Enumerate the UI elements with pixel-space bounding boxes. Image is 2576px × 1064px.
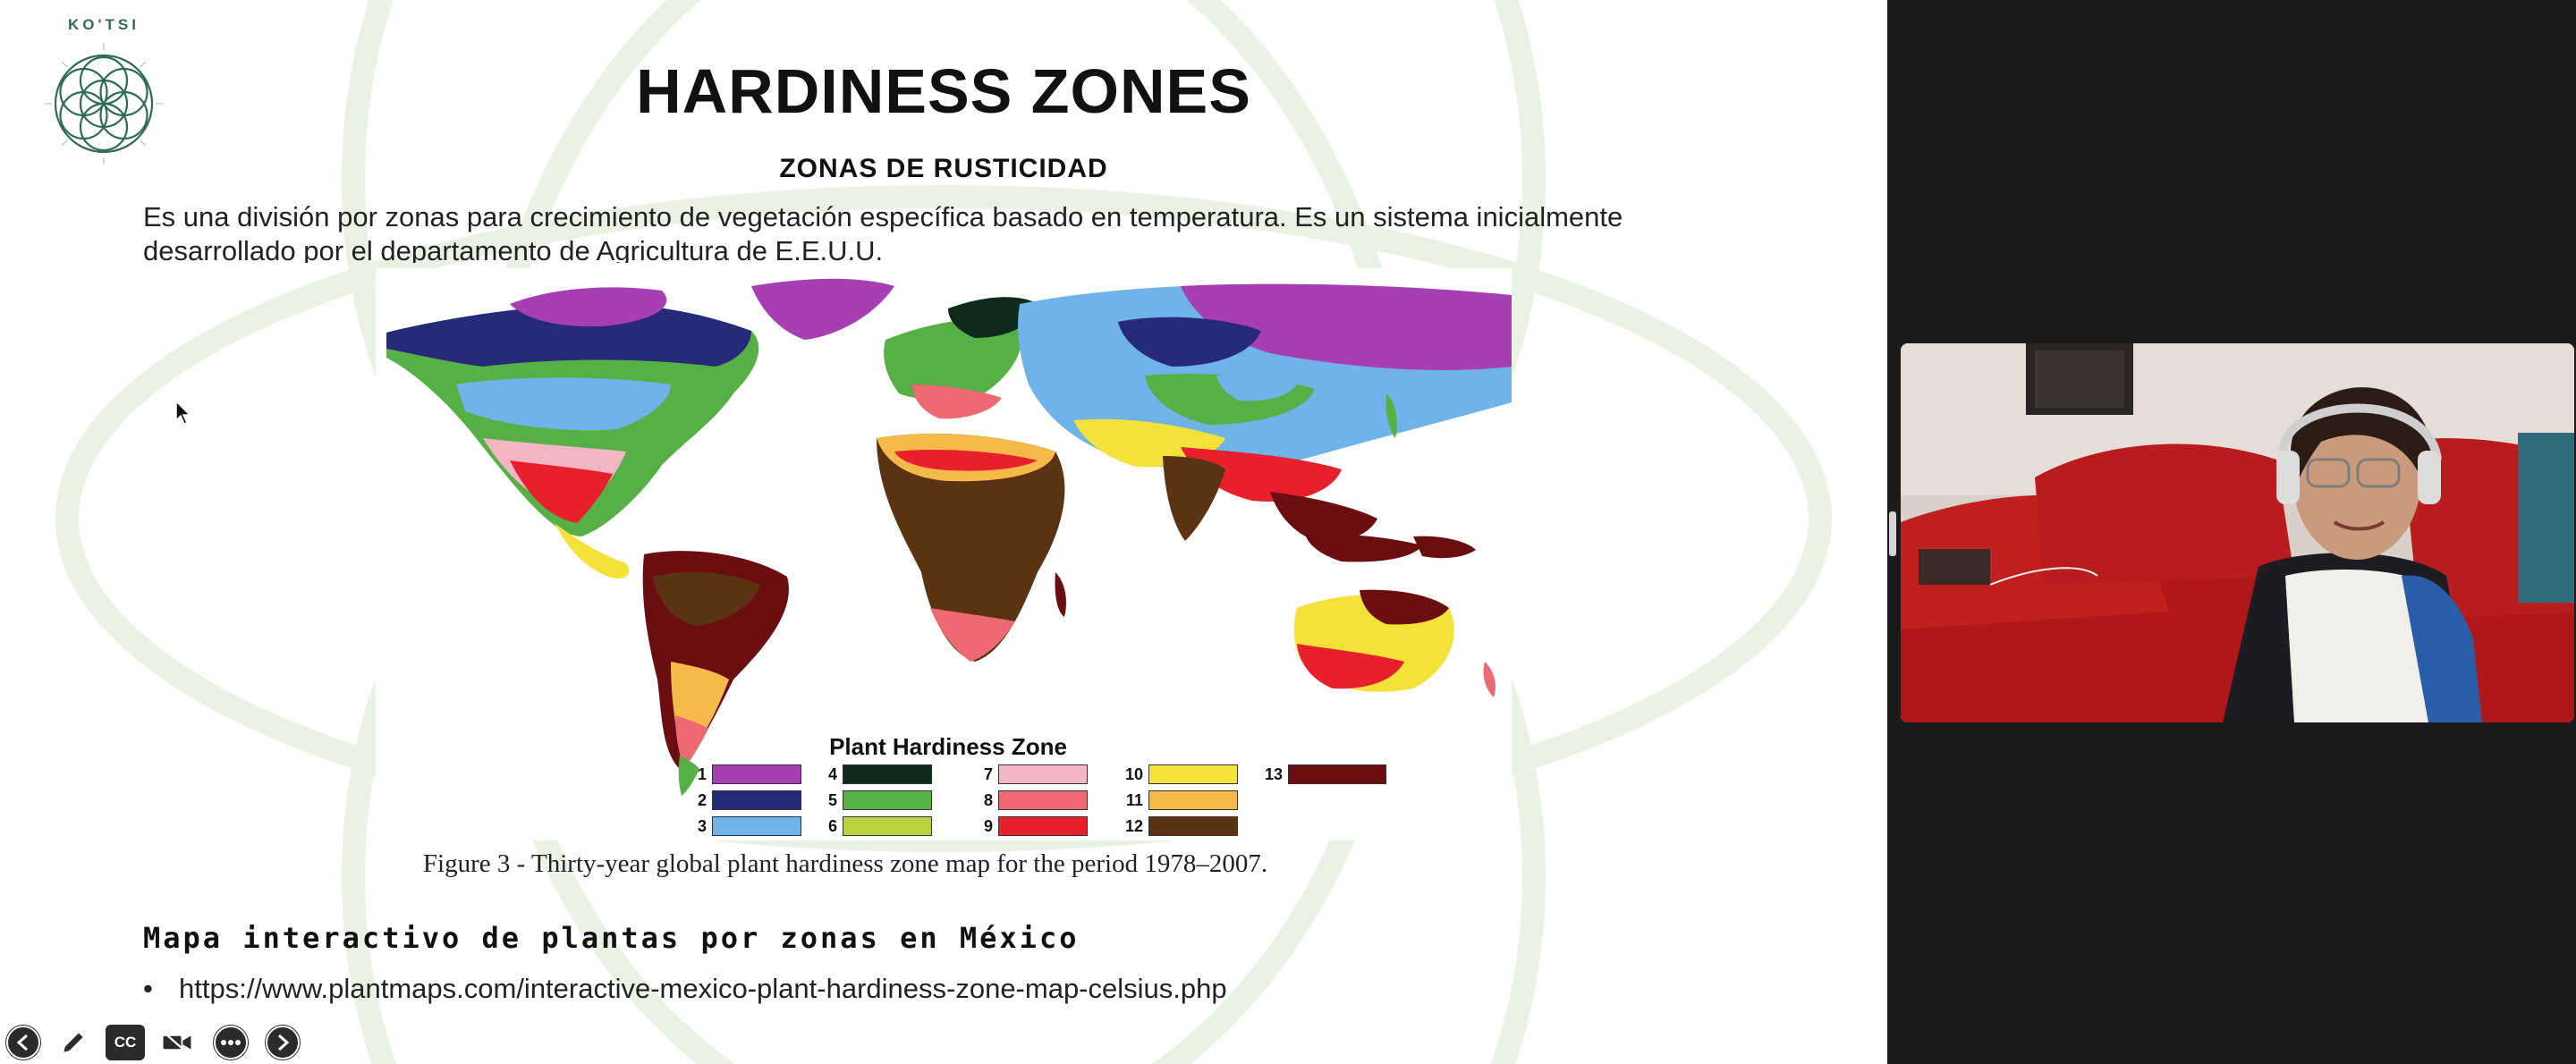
legend-swatch <box>1288 764 1386 784</box>
presentation-slide: KO'TSI HARDINESS ZONES ZONAS DE RUSTICID… <box>0 0 1887 1064</box>
logo-text: KO'TSI <box>68 16 140 33</box>
legend-label: 13 <box>1264 765 1283 783</box>
legend-label: 4 <box>827 765 837 783</box>
legend-label: 7 <box>983 765 993 783</box>
captions-button[interactable]: CC <box>106 1025 145 1060</box>
legend-swatch <box>843 764 932 784</box>
mouse-cursor-icon <box>175 401 191 425</box>
legend-swatch <box>1148 764 1238 784</box>
next-slide-button[interactable] <box>265 1025 301 1060</box>
legend-label: 11 <box>1125 791 1143 809</box>
legend-swatch <box>1148 816 1238 836</box>
slide-title: HARDINESS ZONES <box>636 56 1251 126</box>
bullet-dot: • <box>143 973 153 1004</box>
kotsi-logo: KO'TSI <box>32 16 175 168</box>
participant-video-feed[interactable] <box>1901 343 2574 722</box>
slide-subtitle: ZONAS DE RUSTICIDAD <box>779 154 1108 183</box>
legend-swatch <box>712 816 801 836</box>
video-off-icon <box>161 1030 193 1055</box>
more-icon <box>214 1026 248 1060</box>
participant-video-frame <box>1901 343 2574 722</box>
legend-label: 10 <box>1124 765 1143 783</box>
arrow-right-icon <box>266 1026 300 1060</box>
legend-label: 6 <box>827 817 837 835</box>
video-toggle-button[interactable] <box>159 1025 195 1060</box>
legend-swatch <box>712 790 801 810</box>
arrow-left-icon <box>6 1026 40 1060</box>
legend-label: 1 <box>697 765 707 783</box>
legend-label: 2 <box>697 791 707 809</box>
more-options-button[interactable] <box>213 1025 249 1060</box>
legend-label: 3 <box>697 817 707 835</box>
legend-title: Plant Hardiness Zone <box>829 733 1067 760</box>
flower-of-life-icon <box>45 43 163 165</box>
legend-label: 12 <box>1124 817 1143 835</box>
figure-caption: Figure 3 - Thirty-year global plant hard… <box>0 849 1887 879</box>
interactive-map-heading: Mapa interactivo de plantas por zonas en… <box>143 921 1080 955</box>
legend-swatch <box>1148 790 1238 810</box>
figure-caption-text: Figure 3 - Thirty-year global plant hard… <box>422 849 1268 878</box>
pen-tool-button[interactable] <box>55 1025 91 1060</box>
previous-slide-button[interactable] <box>5 1025 41 1060</box>
slide-body-text: Es una división por zonas para crecimien… <box>143 201 1623 263</box>
cc-label: CC <box>114 1034 137 1051</box>
pencil-icon <box>61 1030 86 1055</box>
legend-swatch <box>998 790 1088 810</box>
legend-swatch <box>712 764 801 784</box>
link-list-item: • https://www.plantmaps.com/interactive-m… <box>143 973 1227 1005</box>
legend-label: 5 <box>827 791 837 809</box>
legend-swatch <box>843 816 932 836</box>
legend-swatch <box>998 764 1088 784</box>
legend-label: 8 <box>983 791 993 809</box>
plantmaps-link[interactable]: https://www.plantmaps.com/interactive-me… <box>179 973 1227 1004</box>
hardiness-zone-map <box>376 268 1512 840</box>
legend-label: 9 <box>983 817 993 835</box>
legend-swatch <box>843 790 932 810</box>
legend-swatch <box>998 816 1088 836</box>
world-map-image <box>386 278 1512 796</box>
panel-resize-handle[interactable] <box>1889 511 1896 556</box>
